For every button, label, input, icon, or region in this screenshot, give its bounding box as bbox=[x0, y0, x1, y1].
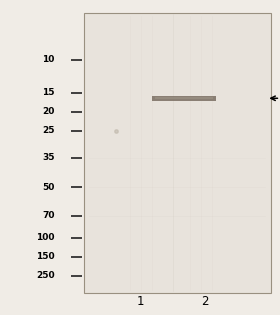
Text: 25: 25 bbox=[42, 126, 54, 135]
Text: 35: 35 bbox=[42, 153, 54, 162]
Text: 100: 100 bbox=[36, 233, 54, 242]
Text: 20: 20 bbox=[42, 107, 54, 116]
Text: 2: 2 bbox=[201, 295, 209, 308]
Text: 150: 150 bbox=[36, 252, 54, 261]
Text: 70: 70 bbox=[42, 211, 54, 220]
Text: 250: 250 bbox=[36, 271, 54, 280]
Text: 50: 50 bbox=[42, 183, 54, 192]
Bar bbox=[155, 97, 213, 99]
Text: 15: 15 bbox=[42, 89, 54, 97]
Text: 10: 10 bbox=[42, 55, 54, 64]
Bar bbox=[84, 13, 270, 293]
Text: 1: 1 bbox=[137, 295, 144, 308]
Bar bbox=[152, 96, 216, 101]
